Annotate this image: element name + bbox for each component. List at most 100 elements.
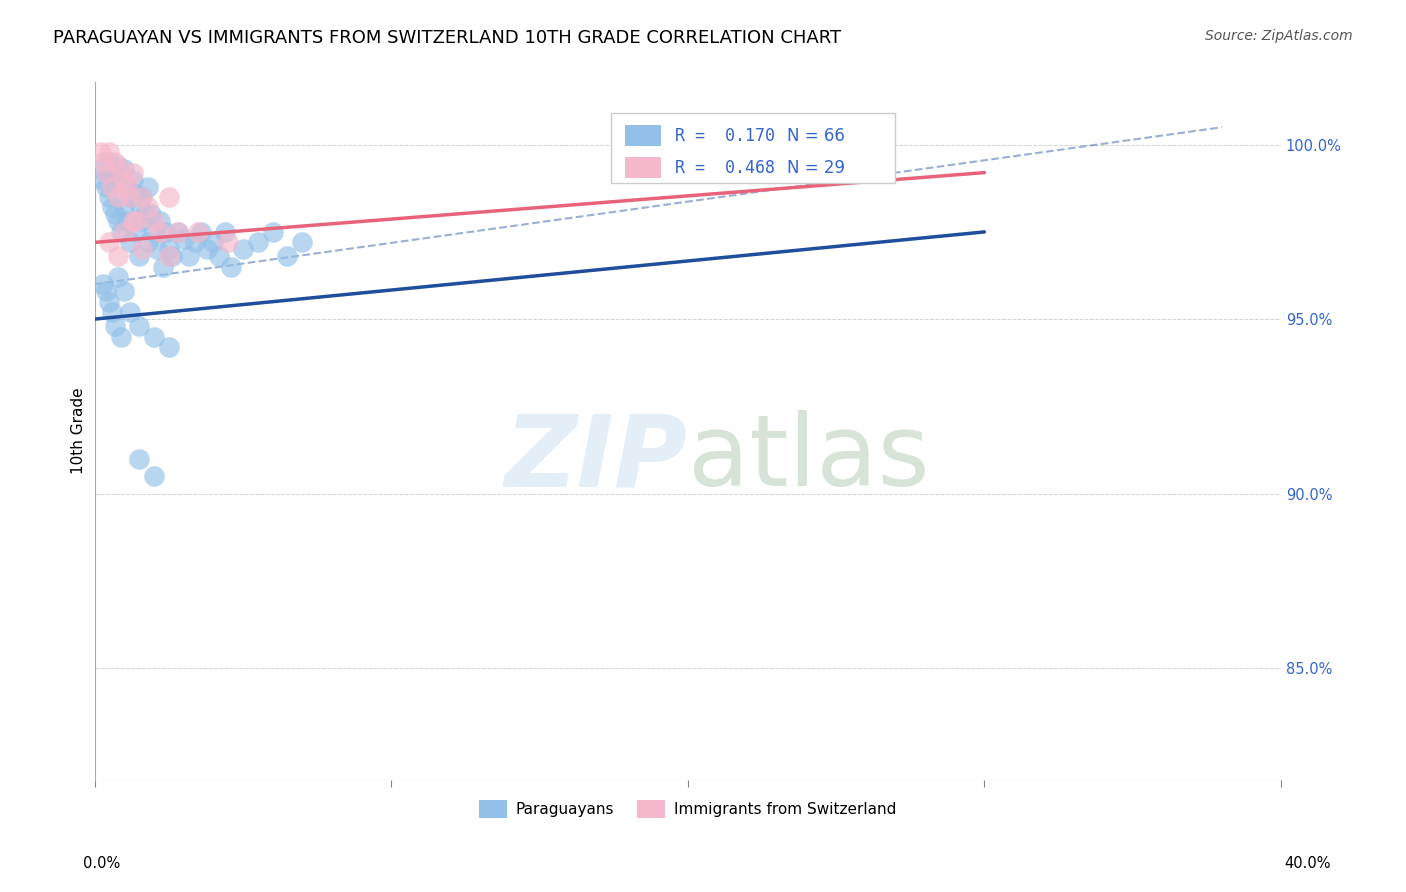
Point: [107, 249, 129, 263]
Point: [112, 284, 135, 298]
Point: [110, 162, 132, 177]
Point: [101, 179, 124, 194]
Point: [107, 159, 129, 173]
Bar: [610, 113, 896, 183]
Point: [125, 214, 148, 228]
Point: [173, 232, 195, 246]
Point: [104, 207, 127, 221]
Point: [107, 270, 129, 285]
Point: [208, 249, 231, 263]
Point: [146, 243, 169, 257]
Point: [89, 162, 111, 177]
Text: N = 66: N = 66: [787, 127, 845, 145]
Point: [149, 214, 172, 228]
Point: [96, 165, 118, 179]
Point: [136, 179, 159, 194]
Point: [101, 201, 124, 215]
Point: [120, 190, 142, 204]
Point: [110, 329, 132, 343]
Point: [98, 190, 121, 204]
Point: [115, 214, 138, 228]
Point: [101, 305, 124, 319]
Text: R =  0.170: R = 0.170: [675, 127, 775, 145]
Point: [157, 190, 180, 204]
Point: [796, 145, 818, 159]
Point: [219, 260, 242, 274]
Point: [101, 165, 124, 179]
Text: R =  0.468: R = 0.468: [675, 159, 775, 177]
Point: [93, 172, 115, 186]
Point: [128, 451, 150, 466]
Text: ZIP: ZIP: [505, 410, 688, 508]
Point: [110, 169, 132, 183]
Legend: Paraguayans, Immigrants from Switzerland: Paraguayans, Immigrants from Switzerland: [474, 793, 903, 824]
Point: [96, 284, 118, 298]
Point: [110, 225, 132, 239]
Point: [96, 179, 118, 194]
Bar: [624, 125, 661, 146]
Point: [112, 162, 135, 177]
Point: [122, 214, 145, 228]
Point: [166, 225, 188, 239]
Point: [131, 243, 153, 257]
Point: [120, 305, 142, 319]
Point: [115, 179, 138, 194]
Point: [93, 155, 115, 169]
Point: [131, 190, 153, 204]
Point: [276, 249, 298, 263]
Point: [104, 155, 127, 169]
Point: [152, 260, 174, 274]
Text: N = 29: N = 29: [787, 159, 845, 177]
Point: [89, 145, 111, 159]
Point: [179, 249, 201, 263]
Point: [142, 225, 165, 239]
Point: [125, 186, 148, 201]
Point: [128, 249, 150, 263]
Point: [160, 249, 183, 263]
Text: Source: ZipAtlas.com: Source: ZipAtlas.com: [1205, 29, 1353, 43]
Point: [142, 469, 165, 483]
Point: [131, 190, 153, 204]
Point: [217, 235, 239, 250]
Point: [142, 329, 165, 343]
Point: [246, 235, 269, 250]
Point: [157, 243, 180, 257]
Point: [157, 340, 180, 354]
Point: [107, 190, 129, 204]
Point: [112, 225, 135, 239]
Point: [291, 235, 314, 250]
Point: [617, 165, 640, 179]
Point: [112, 172, 135, 186]
Point: [104, 176, 127, 190]
Point: [93, 277, 115, 292]
Point: [214, 225, 236, 239]
Point: [107, 214, 129, 228]
Point: [149, 225, 172, 239]
Point: [202, 235, 225, 250]
Text: 0.0%: 0.0%: [83, 856, 120, 871]
Y-axis label: 10th Grade: 10th Grade: [72, 387, 86, 474]
Point: [122, 172, 145, 186]
Text: PARAGUAYAN VS IMMIGRANTS FROM SWITZERLAND 10TH GRADE CORRELATION CHART: PARAGUAYAN VS IMMIGRANTS FROM SWITZERLAN…: [53, 29, 842, 46]
Point: [98, 145, 121, 159]
Point: [187, 225, 209, 239]
Point: [195, 243, 218, 257]
Bar: [624, 157, 661, 178]
Point: [142, 214, 165, 228]
Point: [157, 249, 180, 263]
Point: [139, 207, 162, 221]
Text: atlas: atlas: [688, 410, 929, 508]
Point: [184, 235, 207, 250]
Point: [120, 190, 142, 204]
Point: [131, 214, 153, 228]
Point: [98, 235, 121, 250]
Point: [112, 201, 135, 215]
Point: [122, 165, 145, 179]
Point: [128, 319, 150, 334]
Point: [232, 243, 254, 257]
Point: [166, 225, 188, 239]
Point: [155, 225, 177, 239]
Point: [104, 319, 127, 334]
Point: [120, 235, 142, 250]
Point: [134, 207, 156, 221]
